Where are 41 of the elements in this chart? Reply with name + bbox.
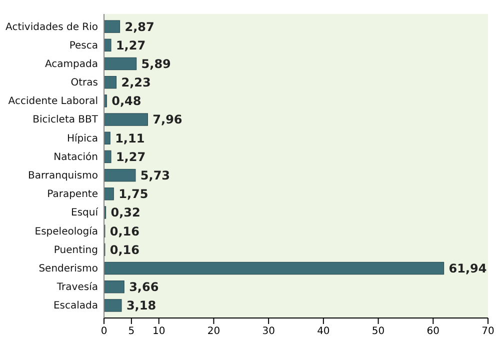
x-tick-label: 20 [207, 326, 220, 338]
y-tick-label: Parapente [47, 189, 98, 200]
y-tick-label: Accidente Laboral [8, 96, 98, 108]
data-label: 1,27 [116, 150, 146, 164]
x-tick-label: 5 [128, 326, 135, 338]
x-tick-label: 0 [100, 326, 108, 338]
x-tick-label: 10 [152, 326, 166, 338]
data-label: 2,23 [121, 76, 151, 90]
y-tick-label: Otras [70, 78, 98, 89]
y-tick-label: Espeleología [34, 226, 98, 238]
y-tick-label: Natación [54, 152, 98, 163]
data-label: 3,18 [126, 298, 156, 313]
data-label: 0,48 [112, 94, 142, 108]
y-tick-label: Barranquismo [28, 170, 98, 182]
y-tick-label: Puenting [54, 244, 98, 256]
y-tick-label: Hípica [66, 133, 98, 144]
y-tick-label: Escalada [53, 300, 98, 312]
data-label: 5,89 [141, 56, 171, 71]
data-label: 7,96 [152, 112, 182, 127]
data-label: 3,66 [129, 280, 159, 294]
y-tick-label: Pesca [69, 40, 98, 52]
data-label: 1,11 [115, 131, 145, 146]
data-label: 2,87 [124, 20, 154, 34]
x-tick-label: 60 [426, 326, 440, 338]
x-tick-label: 30 [262, 326, 275, 338]
y-tick-label: Travesía [56, 282, 98, 294]
data-label: 1,75 [118, 187, 148, 202]
data-label: 61,94 [448, 261, 487, 276]
y-tick-label: Bicicleta BBT [32, 114, 99, 126]
data-label: 5,73 [140, 168, 170, 182]
data-label: 1,27 [116, 38, 146, 52]
data-label: 0,16 [110, 242, 140, 257]
data-label: 0,32 [110, 206, 140, 220]
y-tick-label: Esquí [71, 208, 100, 219]
y-tick-label: Acampada [45, 58, 98, 70]
data-label: 0,16 [110, 224, 140, 238]
x-tick-label: 40 [317, 326, 330, 338]
y-tick-label: Actividades de Rio [6, 22, 98, 33]
y-tick-label: Senderismo [38, 263, 98, 274]
x-tick-label: 50 [372, 326, 385, 338]
x-tick-label: 70 [482, 326, 494, 338]
